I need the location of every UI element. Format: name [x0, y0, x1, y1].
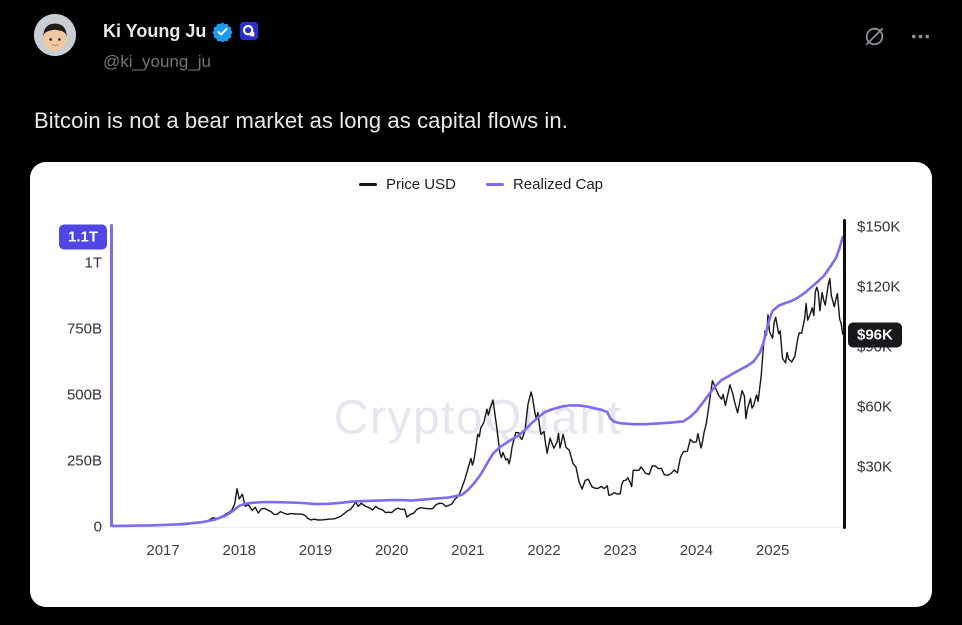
price-legend-swatch	[358, 183, 377, 186]
grok-icon[interactable]	[862, 24, 887, 54]
y-axis-tick-left: 250B	[66, 452, 102, 470]
x-axis-tick: 2017	[146, 542, 180, 559]
tweet-text: Bitcoin is not a bear market as long as …	[34, 108, 568, 133]
x-axis-tick: 2021	[451, 542, 485, 559]
chart-card[interactable]: CryptoQuant Price USD Realized Cap 1.1T …	[30, 162, 932, 607]
realized-cap-line	[110, 235, 845, 528]
y-axis-tick-right: $120K	[857, 278, 901, 296]
x-axis-tick: 2022	[527, 542, 561, 559]
price-current-badge: $96K	[848, 322, 902, 348]
y-axis-tick-left: 0	[93, 518, 102, 536]
x-axis-baseline	[112, 527, 845, 528]
realized-cap-axis-line	[110, 224, 113, 527]
chart-legend: Price USD Realized Cap	[30, 176, 932, 193]
y-axis-tick-right: $150K	[857, 218, 901, 236]
name-block: Ki Young Ju @ki_young_ju	[103, 14, 259, 72]
x-axis-tick: 2018	[222, 542, 256, 559]
avatar-image	[34, 14, 76, 56]
x-axis-tick: 2025	[755, 542, 790, 559]
chart-plot	[110, 235, 845, 528]
tweet-header: Ki Young Ju @ki_young_ju	[30, 14, 932, 80]
y-axis-tick-right: $30K	[857, 458, 893, 476]
y-axis-tick-left: 750B	[66, 320, 102, 338]
legend-item-price: Price USD	[358, 176, 456, 193]
realized-cap-legend-swatch	[485, 183, 504, 186]
avatar[interactable]	[34, 14, 76, 56]
verified-badge-icon	[212, 21, 233, 42]
display-name[interactable]: Ki Young Ju	[103, 21, 207, 41]
y-axis-tick-left: 500B	[66, 386, 102, 404]
header-actions	[862, 24, 932, 54]
x-axis-tick: 2020	[374, 542, 409, 559]
affiliate-badge-icon[interactable]	[239, 21, 259, 41]
y-axis-tick-left: 1T	[84, 254, 102, 272]
user-handle[interactable]: @ki_young_ju	[103, 52, 211, 71]
price-legend-label: Price USD	[385, 176, 456, 193]
price-axis-line	[843, 219, 846, 529]
realized-cap-current-badge: 1.1T	[58, 224, 107, 250]
watermark: CryptoQuant	[333, 391, 623, 445]
legend-item-realized-cap: Realized Cap	[485, 176, 604, 193]
x-axis-tick: 2024	[679, 542, 714, 559]
tweet-post: Ki Young Ju @ki_young_ju	[30, 14, 932, 607]
more-options-icon[interactable]	[909, 25, 932, 53]
x-axis-tick: 2023	[603, 542, 637, 559]
x-axis-tick: 2019	[298, 542, 333, 559]
y-axis-tick-right: $60K	[857, 398, 893, 416]
realized-cap-legend-label: Realized Cap	[512, 176, 604, 193]
